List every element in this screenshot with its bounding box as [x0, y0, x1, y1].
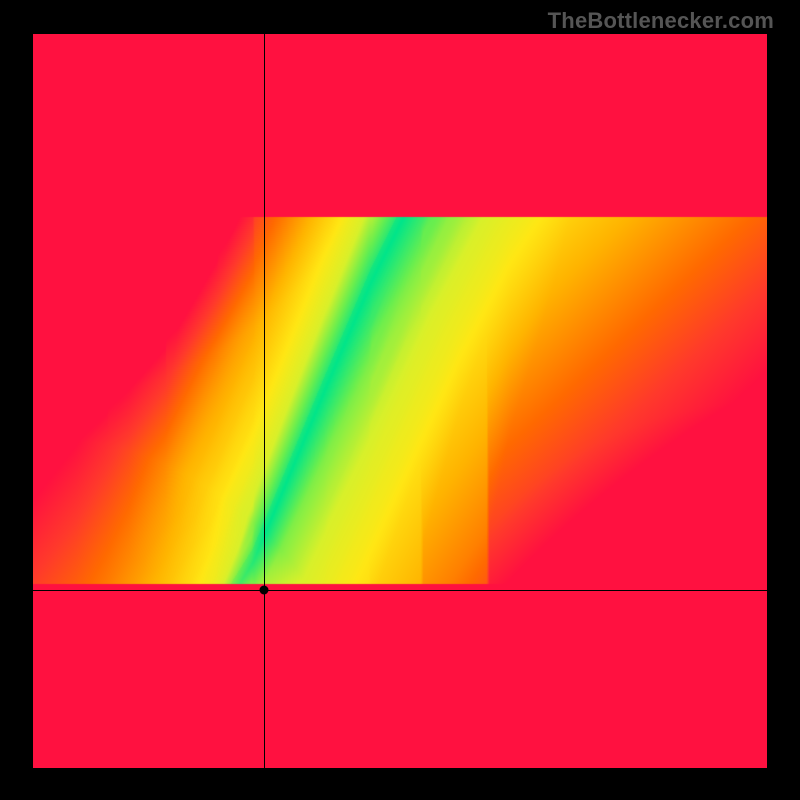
watermark-text: TheBottlenecker.com [548, 8, 774, 34]
crosshair-horizontal [33, 590, 767, 591]
crosshair-vertical [264, 34, 265, 768]
heatmap-canvas [33, 34, 767, 768]
plot-area [33, 34, 767, 768]
crosshair-dot [260, 585, 269, 594]
chart-container: TheBottlenecker.com [0, 0, 800, 800]
